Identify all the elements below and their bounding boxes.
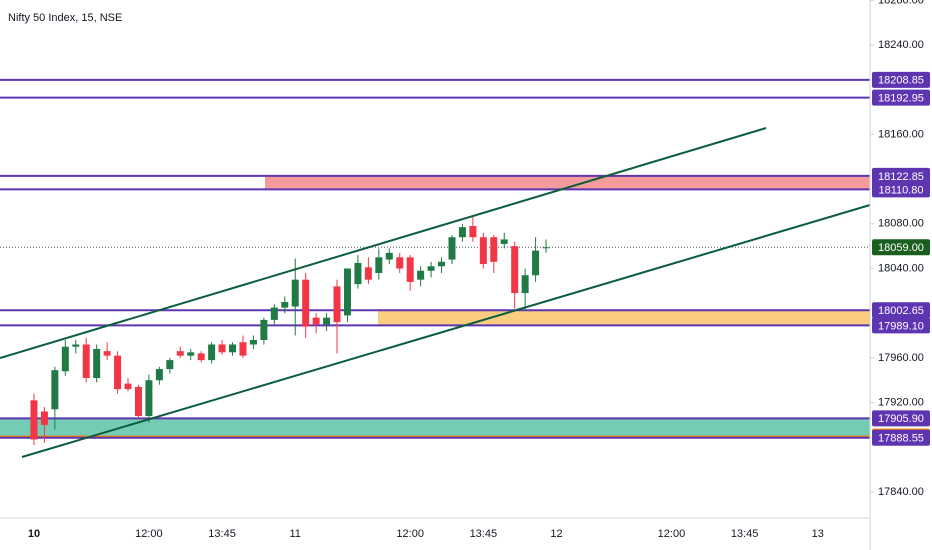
x-tick-label: 10 bbox=[28, 528, 40, 540]
y-tick-label: 17920.00 bbox=[878, 396, 924, 408]
candle-body bbox=[343, 268, 351, 316]
candle-body bbox=[93, 348, 101, 378]
channel-upper bbox=[0, 127, 767, 359]
candle-body bbox=[103, 351, 111, 356]
channel-lower bbox=[21, 204, 871, 458]
candle-body bbox=[302, 279, 310, 327]
candle-body bbox=[542, 247, 550, 249]
x-tick-label: 13 bbox=[812, 528, 824, 540]
candle-body bbox=[385, 252, 393, 260]
candle-body bbox=[155, 369, 163, 381]
candle-body bbox=[72, 344, 80, 347]
candle-body bbox=[427, 266, 435, 271]
candle-body bbox=[124, 383, 132, 390]
price-label-box bbox=[872, 181, 930, 198]
candle-body bbox=[333, 286, 341, 323]
candle-body bbox=[197, 353, 205, 361]
candle-body bbox=[312, 317, 320, 325]
candle-body bbox=[260, 319, 268, 341]
price-label: 18059.00 bbox=[878, 242, 924, 254]
zone bbox=[378, 310, 870, 326]
candle-body bbox=[532, 250, 540, 276]
candle-body bbox=[469, 226, 477, 238]
candle-body bbox=[145, 380, 153, 416]
y-tick-label: 17960.00 bbox=[878, 352, 924, 364]
candle-body bbox=[208, 344, 216, 361]
x-tick-label: 13:45 bbox=[208, 528, 236, 540]
candle-body bbox=[114, 355, 122, 390]
price-label-box bbox=[872, 89, 930, 106]
x-tick-label: 12:00 bbox=[658, 528, 686, 540]
price-label: 17905.90 bbox=[878, 413, 924, 425]
price-label-box bbox=[872, 167, 930, 184]
price-label-box bbox=[872, 410, 930, 427]
candle-body bbox=[406, 257, 414, 282]
candle-body bbox=[30, 400, 38, 440]
zone bbox=[0, 418, 870, 438]
candle-body bbox=[458, 227, 466, 238]
candle-body bbox=[61, 346, 69, 372]
price-label: 17989.10 bbox=[878, 320, 924, 332]
price-axis: 18280.00 18240.00 18160.00 18080.00 18040.00… bbox=[870, 0, 930, 498]
candle-body bbox=[438, 261, 446, 267]
candle-body bbox=[500, 239, 508, 244]
candle-body bbox=[417, 270, 425, 280]
candle-body bbox=[281, 302, 289, 308]
price-label: 18208.85 bbox=[878, 75, 924, 87]
candle-body bbox=[249, 340, 257, 345]
candle-body bbox=[375, 257, 383, 273]
candle-body bbox=[291, 279, 299, 307]
candle-body bbox=[134, 386, 142, 416]
price-label: 17888.55 bbox=[878, 433, 924, 445]
y-tick-label: 18080.00 bbox=[878, 218, 924, 230]
candle-body bbox=[511, 246, 519, 294]
candle-body bbox=[270, 307, 278, 320]
chart-title: Nifty 50 Index, 15, NSE bbox=[8, 12, 122, 24]
candle-body bbox=[396, 257, 404, 269]
y-tick-label: 18240.00 bbox=[878, 39, 924, 51]
x-tick-label: 12:00 bbox=[135, 528, 163, 540]
x-tick-label: 12:00 bbox=[396, 528, 424, 540]
x-tick-label: 13:45 bbox=[731, 528, 759, 540]
candle-body bbox=[40, 411, 48, 425]
candle-body bbox=[479, 237, 487, 265]
candle-body bbox=[187, 352, 195, 356]
y-tick-label: 18040.00 bbox=[878, 262, 924, 274]
price-label-box bbox=[872, 302, 930, 319]
candle-body bbox=[354, 262, 362, 285]
price-label: 18122.85 bbox=[878, 171, 924, 183]
x-tick-label: 12 bbox=[550, 528, 562, 540]
candle-body bbox=[82, 344, 90, 378]
price-label: 18002.65 bbox=[878, 305, 924, 317]
y-tick-label: 18160.00 bbox=[878, 128, 924, 140]
price-label: 18192.95 bbox=[878, 93, 924, 105]
price-label: 18110.80 bbox=[878, 184, 923, 196]
y-tick-label: 17840.00 bbox=[878, 486, 924, 498]
candle-body bbox=[239, 342, 247, 356]
candle-body bbox=[364, 267, 372, 280]
candle-body bbox=[490, 237, 498, 262]
candle-body bbox=[521, 275, 529, 294]
candle-body bbox=[176, 351, 184, 356]
candle-body bbox=[448, 237, 456, 260]
price-label-box bbox=[872, 429, 930, 446]
price-label-box bbox=[872, 71, 930, 88]
x-tick-label: 11 bbox=[290, 528, 301, 540]
candle-body bbox=[323, 317, 331, 325]
zone bbox=[265, 175, 870, 190]
candle-body bbox=[166, 360, 174, 370]
candle-body bbox=[218, 344, 226, 353]
x-tick-label: 13:45 bbox=[470, 528, 498, 540]
plot bbox=[30, 217, 550, 446]
price-label-box bbox=[872, 239, 930, 256]
price-label-box bbox=[872, 317, 930, 334]
y-tick-label: 18280.00 bbox=[878, 0, 924, 6]
candle-body bbox=[229, 344, 237, 353]
candle-body bbox=[51, 370, 59, 410]
